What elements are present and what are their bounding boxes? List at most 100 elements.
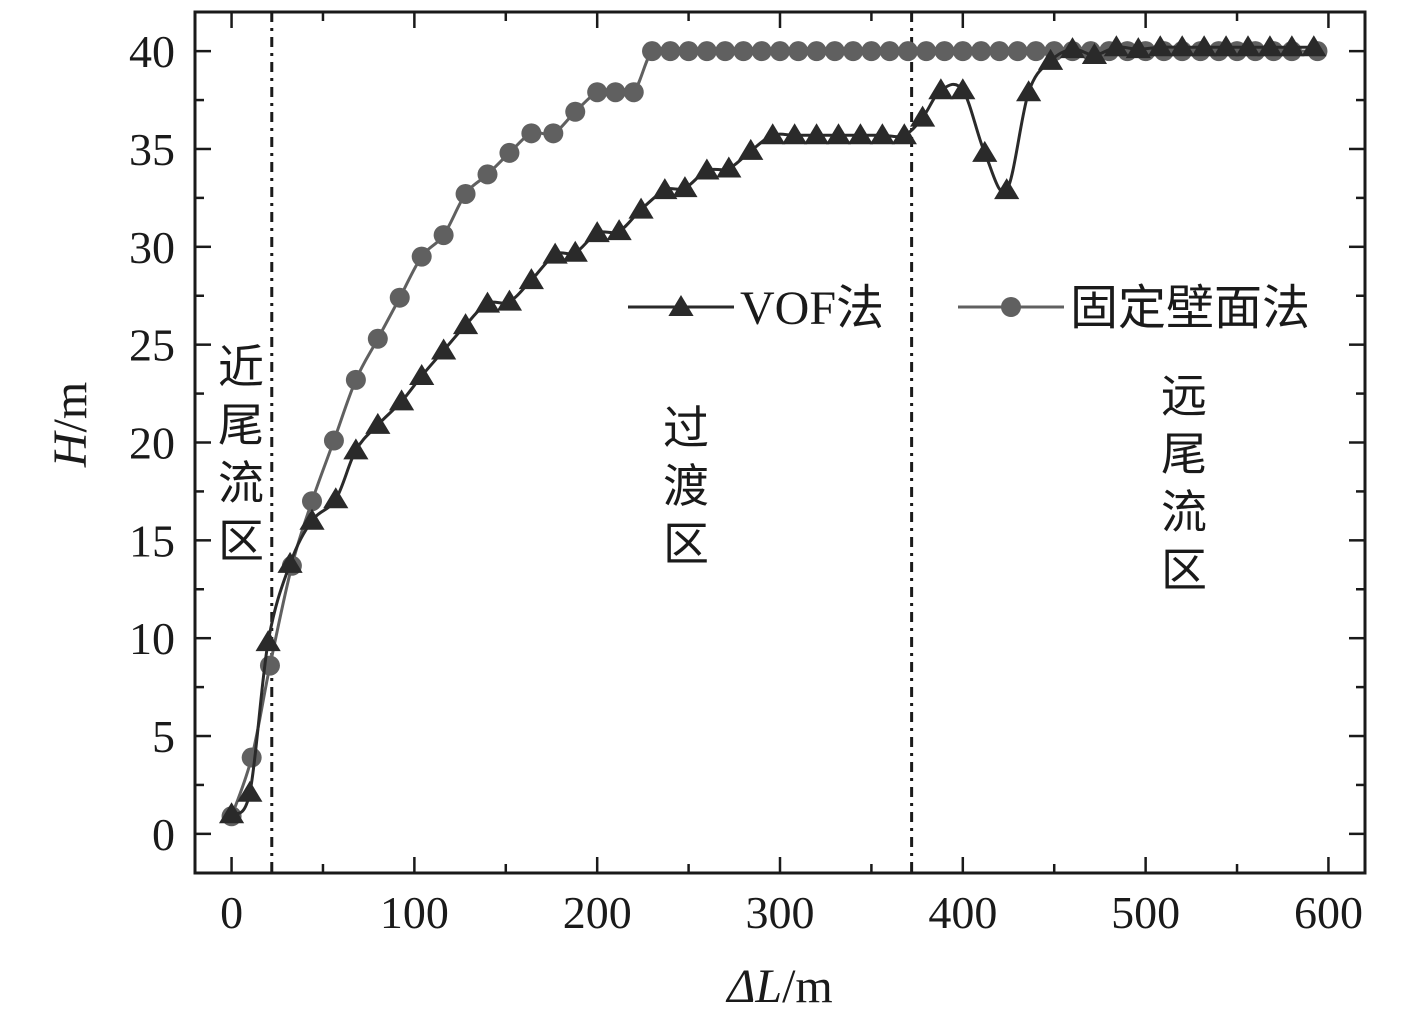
series-fixed-wall-point [733,41,754,62]
series-vof-point [672,176,698,198]
y-tick-label: 10 [129,613,175,664]
series-vof-point [237,780,263,802]
y-axis-title-unit: /m [44,382,97,433]
series-fixed-wall-point [605,82,626,103]
series-vof-point [1235,35,1261,57]
region-label-char: 近 [218,342,264,393]
region-label-char: 渡 [663,461,709,512]
series-vof-point [1147,35,1173,57]
x-axis-title: ΔL/m [725,960,833,1011]
series-vof-point [628,197,654,219]
region-divider-lines [270,12,914,873]
series-fixed-wall-point [843,41,864,62]
series-vof-point [1081,43,1108,65]
series-vof-point [584,221,610,243]
series-vof-point [1213,35,1239,57]
series-fixed-wall-point [389,287,410,308]
series-fixed-wall-point [521,123,542,144]
series-fixed-wall-point [952,41,973,62]
series-vof-point [277,551,303,573]
series-fixed-wall-point [806,41,827,62]
series-vof-point [409,363,435,385]
series-fixed-wall-point [715,41,736,62]
series-vof-point [891,123,917,145]
region-label-char: 过 [663,403,709,454]
series-fixed-wall-point [499,142,520,163]
series-layer [218,35,1328,827]
series-vof-point [1169,35,1195,57]
region-label-char: 区 [1161,545,1207,596]
region-label-char: 尾 [1161,429,1207,480]
legend-entry-vof: VOF法 [628,282,884,335]
series-vof-point [474,291,501,313]
series-vof-point [928,78,954,100]
series-fixed-wall-point [411,246,432,267]
series-vof-point [909,105,936,127]
series-vof-point [518,268,544,290]
region-label-char: 流 [1161,487,1207,538]
series-vof-point [1059,37,1086,59]
series-fixed-wall-point [302,491,322,512]
series-vof-point [365,412,391,434]
x-tick-label: 600 [1294,887,1363,938]
x-tick-label: 100 [380,887,449,938]
series-vof-point [803,123,830,145]
series-vof-point [343,438,369,460]
series-fixed-wall-point [345,369,366,390]
y-tick-label: 40 [129,26,175,77]
series-fixed-wall-point [696,41,717,62]
series-fixed-wall-point [477,164,498,185]
y-axis-title: H/m [44,382,97,468]
series-vof-point [1191,35,1217,57]
series-vof-point [782,123,808,145]
series-vof-point [562,240,588,262]
series-vof-point [323,487,349,509]
series-fixed-wall-point [565,101,586,122]
series-vof-point [452,313,479,335]
region-label-char: 流 [218,458,264,509]
series-fixed-wall-point [1007,41,1028,62]
series-vof-point [1257,35,1283,57]
series-fixed-wall-point [678,41,699,62]
series-fixed-wall-point [971,41,992,62]
series-fixed-wall-point [623,82,644,103]
series-fixed-wall-point [788,41,809,62]
series-vof-point [1279,35,1305,57]
series-fixed-wall-point [367,328,388,349]
series-fixed-wall-point [642,41,663,62]
region-label-char: 区 [663,519,709,570]
legend-entry-fixed-wall: 固定壁面法 [958,282,1310,335]
legend-label: VOF法 [740,282,884,335]
series-vof-point [1037,48,1064,70]
x-axis-title-var: ΔL [725,960,782,1011]
y-tick-label: 5 [152,711,175,762]
x-tick-label: 200 [563,887,632,938]
series-fixed-wall-point [323,430,344,451]
axis-tick-labels: 0 100 200 300 400 500 600 0 5 10 15 20 25 30 35 40 [129,26,1363,938]
series-vof-line [230,45,1314,816]
y-tick-label: 0 [152,809,175,860]
series-fixed-wall-point [241,747,262,768]
series-vof-point [716,156,742,178]
series-fixed-wall-point [1025,41,1046,62]
region-label: 过渡区 [663,403,709,570]
series-fixed-wall-point [879,41,900,62]
series-vof-point [388,389,415,411]
series-vof-point [218,802,245,824]
series-fixed-wall-point [660,41,681,62]
x-tick-label: 400 [928,887,997,938]
series-fixed-wall-point [543,123,564,144]
y-tick-label: 30 [129,222,175,273]
series-vof-point [847,123,874,145]
legend-label: 固定壁面法 [1070,282,1310,335]
series-vof-point [738,138,764,160]
series-fixed-wall-point [934,41,955,62]
legend-marker [668,295,694,316]
series-vof [218,35,1327,824]
region-label-char: 远 [1161,371,1207,422]
series-fixed-wall-point [751,41,772,62]
series-vof-point [496,289,523,311]
y-tick-label: 35 [129,124,175,175]
